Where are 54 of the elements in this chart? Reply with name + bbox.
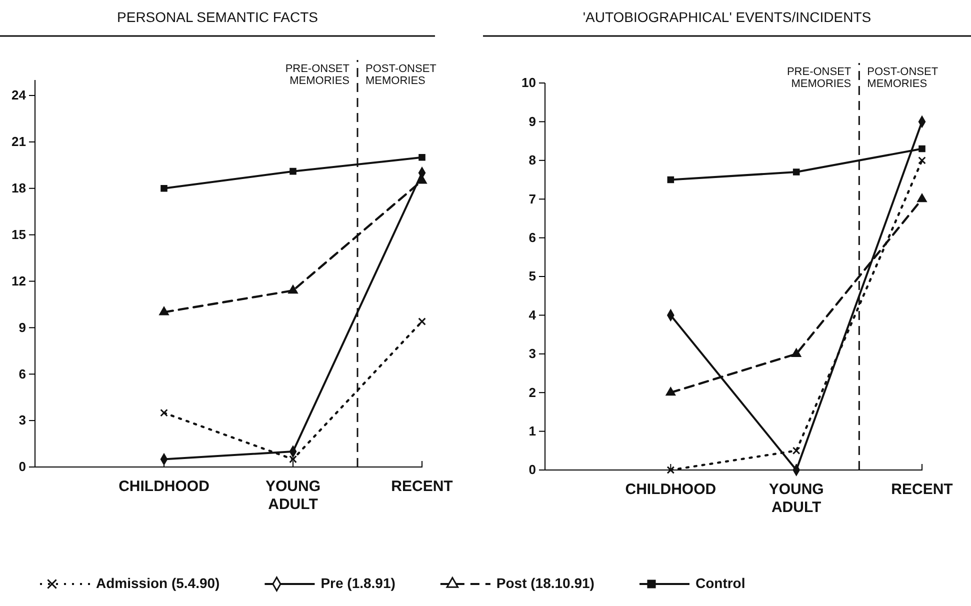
y-tick-label: 15 [12, 226, 26, 242]
legend-label: Pre (1.8.91) [320, 575, 396, 591]
y-tick-label: 9 [18, 320, 26, 335]
y-tick-label: 18 [12, 180, 26, 196]
annotation: PRE-ONSET MEMORIES [786, 66, 852, 90]
y-tick-label: 9 [528, 114, 536, 129]
y-tick-label: 3 [528, 346, 536, 362]
point [666, 387, 676, 396]
point [289, 455, 297, 464]
x-tick-label: CHILDHOOD [625, 481, 716, 498]
y-tick-label: 3 [18, 412, 26, 428]
point [160, 184, 168, 192]
legend-label: Post (18.10.91) [496, 575, 594, 591]
y-tick-label: 1 [528, 423, 536, 438]
x-tick-label: YOUNG ADULT [768, 481, 824, 516]
point [918, 145, 926, 152]
point [792, 348, 802, 357]
x-tick-label: RECENT [391, 478, 453, 495]
point [160, 408, 168, 417]
annotation: POST-ONSET MEMORIES [867, 66, 938, 90]
point [792, 168, 800, 176]
y-tick-label: 6 [528, 230, 536, 245]
point [159, 306, 169, 316]
x-tick-label: CHILDHOOD [118, 478, 210, 495]
point [918, 156, 926, 164]
point [792, 446, 800, 455]
y-tick-label: 7 [528, 191, 536, 206]
x-tick-label: YOUNG ADULT [265, 478, 321, 513]
x-tick-label: RECENT [891, 481, 953, 498]
y-tick-label: 8 [528, 152, 536, 168]
y-tick-label: 2 [528, 384, 536, 400]
annotation: POST-ONSET MEMORIES [366, 62, 437, 87]
point [288, 285, 298, 294]
annotation: PRE-ONSET MEMORIES [285, 62, 350, 87]
point [417, 175, 427, 184]
chart-title: 'AUTOBIOGRAPHICAL' EVENTS/INCIDENTS [582, 9, 872, 25]
y-tick-label: 6 [18, 366, 26, 382]
y-tick-label: 0 [18, 459, 26, 474]
point [917, 194, 927, 202]
point [667, 176, 674, 184]
point [290, 168, 296, 175]
legend-label: Admission (5.4.90) [96, 575, 220, 591]
y-tick-label: 12 [12, 273, 26, 288]
y-tick-label: 5 [528, 268, 536, 284]
y-tick-label: 21 [12, 134, 26, 150]
y-tick-label: 24 [12, 88, 27, 103]
legend-label: Control [695, 575, 746, 591]
point [666, 466, 675, 474]
chart-title: PERSONAL SEMANTIC FACTS [117, 9, 318, 25]
point [418, 154, 426, 161]
y-tick-label: 10 [522, 75, 536, 90]
y-tick-label: 4 [528, 307, 537, 322]
y-tick-label: 0 [528, 462, 536, 478]
point [418, 318, 426, 326]
